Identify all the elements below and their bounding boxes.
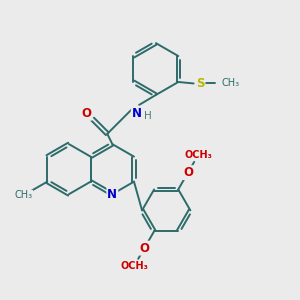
Text: S: S <box>196 77 204 90</box>
Text: OCH₃: OCH₃ <box>120 261 148 271</box>
Text: O: O <box>183 166 193 179</box>
Text: O: O <box>140 242 149 255</box>
Text: CH₃: CH₃ <box>14 190 33 200</box>
Text: CH₃: CH₃ <box>221 79 239 88</box>
Text: OCH₃: OCH₃ <box>184 150 212 160</box>
Text: N: N <box>107 188 117 201</box>
Text: O: O <box>82 107 92 120</box>
Text: H: H <box>144 111 152 121</box>
Text: N: N <box>132 107 142 120</box>
